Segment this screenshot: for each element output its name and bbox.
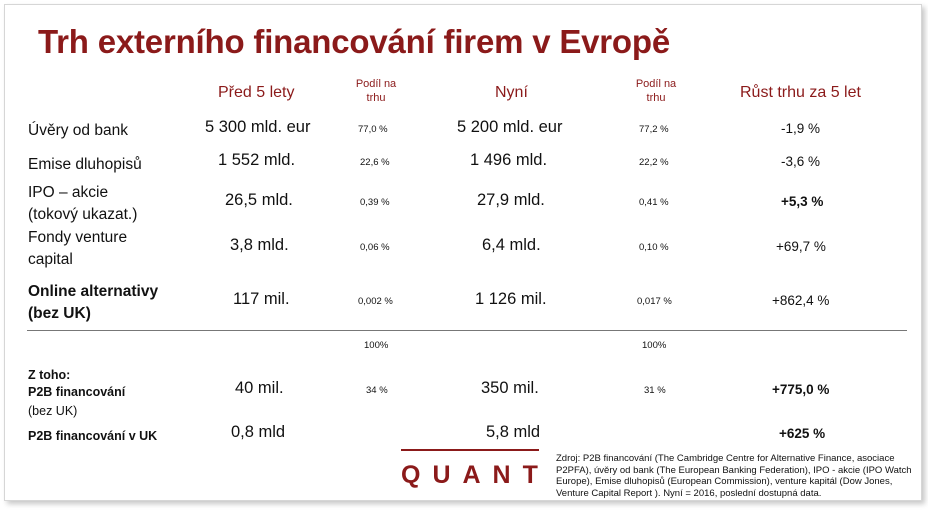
row-share-before: 77,0 %: [358, 124, 388, 135]
header-share-now-line2: trhu: [646, 92, 666, 104]
row-label-line1: Online alternativy: [28, 283, 159, 300]
row-share-now: 0,10 %: [639, 242, 669, 253]
sub-heading: Z toho:: [28, 368, 71, 382]
row-share-before: 22,6 %: [360, 157, 390, 168]
row-label-line1: Fondy venture: [28, 229, 128, 246]
row-before-value: 26,5 mld.: [225, 191, 293, 209]
row-now-value: 27,9 mld.: [477, 191, 545, 209]
row-now-value: 5 200 mld. eur: [457, 118, 563, 136]
p2b-label-line1: P2B financování: [28, 385, 126, 399]
uk-now-value: 5,8 mld: [486, 423, 541, 441]
header-now: Nyní: [495, 84, 528, 101]
table-divider: [27, 330, 907, 331]
total-share-now: 100%: [642, 340, 667, 351]
header-share-now-line1: Podíl na: [635, 78, 677, 90]
row-growth: -1,9 %: [781, 121, 821, 136]
row-growth: +5,3 %: [781, 194, 824, 209]
uk-growth: +625 %: [779, 426, 826, 441]
row-now-value: 6,4 mld.: [482, 236, 541, 254]
row-before-value: 3,8 mld.: [230, 236, 289, 254]
row-label: Úvěry od bank: [28, 122, 128, 139]
p2b-label-line2: (bez UK): [28, 404, 78, 418]
row-label-multiline: Online alternativy (bez UK): [28, 281, 158, 325]
slide: Trh externího financování firem v Evropě…: [4, 4, 922, 501]
row-before-value: 1 552 mld.: [218, 151, 296, 169]
p2b-before-value: 40 mil.: [235, 379, 284, 397]
brand-logo: QUANT: [401, 461, 550, 489]
row-growth: +69,7 %: [776, 239, 826, 254]
row-label-line2: capital: [28, 251, 73, 268]
header-share-before-line1: Podíl na: [355, 78, 397, 90]
row-share-now: 77,2 %: [639, 124, 669, 135]
header-share-before-line2: trhu: [366, 92, 386, 104]
header-share-before: Podíl na trhu: [345, 77, 407, 105]
p2b-growth: +775,0 %: [772, 382, 830, 397]
row-share-before: 0,002 %: [358, 296, 393, 307]
source-note: Zdroj: P2B financování (The Cambridge Ce…: [556, 453, 912, 499]
row-label-line2: (bez UK): [28, 305, 91, 322]
row-label-multiline: IPO – akcie (tokový ukazat.): [28, 182, 137, 226]
row-growth: +862,4 %: [772, 293, 830, 308]
uk-label: P2B financování v UK: [28, 429, 158, 443]
uk-before-value: 0,8 mld: [231, 423, 286, 441]
header-growth: Růst trhu za 5 let: [740, 84, 861, 101]
p2b-now-value: 350 mil.: [481, 379, 539, 397]
header-before: Před 5 lety: [218, 84, 295, 101]
row-before-value: 5 300 mld. eur: [205, 118, 311, 136]
row-growth: -3,6 %: [781, 154, 821, 169]
row-label-multiline: Fondy venture capital: [28, 227, 127, 271]
row-before-value: 117 mil.: [233, 290, 290, 308]
page-title: Trh externího financování firem v Evropě: [38, 23, 671, 60]
p2b-share-before: 34 %: [366, 385, 388, 396]
row-share-before: 0,06 %: [360, 242, 390, 253]
row-share-now: 22,2 %: [639, 157, 669, 168]
row-share-now: 0,017 %: [637, 296, 672, 307]
header-share-now: Podíl na trhu: [625, 77, 687, 105]
p2b-share-now: 31 %: [644, 385, 666, 396]
total-share-before: 100%: [364, 340, 389, 351]
row-now-value: 1 126 mil.: [475, 290, 547, 308]
row-label: Emise dluhopisů: [28, 156, 142, 173]
row-label-line2: (tokový ukazat.): [28, 206, 138, 223]
row-share-before: 0,39 %: [360, 197, 390, 208]
row-label-line1: IPO – akcie: [28, 184, 109, 201]
brand-rule: [401, 449, 539, 451]
row-now-value: 1 496 mld.: [470, 151, 548, 169]
row-share-now: 0,41 %: [639, 197, 669, 208]
